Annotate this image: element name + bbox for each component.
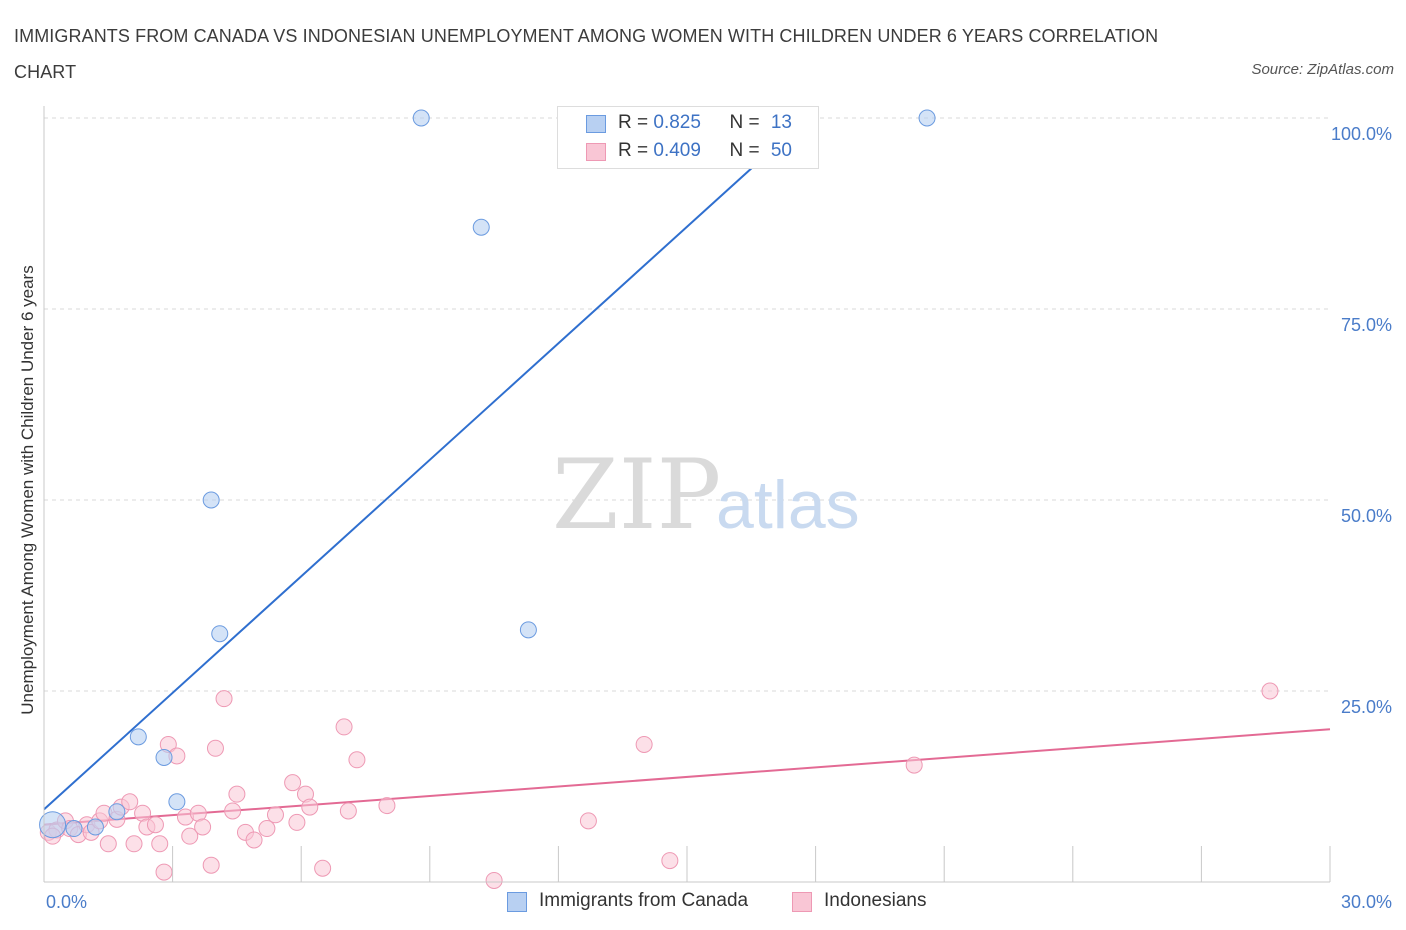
canada-point: [202, 491, 220, 509]
canada-point: [472, 218, 490, 236]
canada-point: [168, 793, 186, 811]
indonesians-point: [348, 751, 366, 769]
canada-point: [412, 109, 430, 127]
indonesians-point: [206, 739, 224, 757]
indonesians-point: [339, 802, 357, 820]
indonesians-point: [378, 797, 396, 815]
canada-point: [65, 820, 83, 838]
canada-point: [108, 803, 126, 821]
indonesians-point: [905, 756, 923, 774]
indonesians-point: [258, 820, 276, 838]
canada-trend-line: [43, 117, 808, 811]
y-tick-label: 25.0%: [1341, 697, 1392, 717]
indonesians-point: [155, 863, 173, 881]
indonesians-point: [146, 816, 164, 834]
bottom-indonesians-swatch: [792, 892, 812, 912]
indonesians-point: [121, 793, 139, 811]
indonesians-point: [224, 802, 242, 820]
legend-n-value: 50: [770, 140, 792, 161]
x-tick-label: 30.0%: [1341, 892, 1392, 912]
y-tick-label: 50.0%: [1341, 506, 1392, 526]
axis-layer: 100.0% 75.0% 50.0% 25.0% 0.0% 30.0%: [43, 106, 1392, 912]
indonesians-trend-line: [43, 728, 1331, 826]
canada-point: [129, 728, 147, 746]
indonesians-point: [99, 835, 117, 853]
bottom-indonesians-label: Indonesians: [824, 890, 927, 911]
indonesians-point: [635, 735, 653, 753]
legend-n-label: N =: [729, 140, 765, 161]
grid-layer: [44, 117, 1330, 692]
legend-r-value: 0.825: [653, 112, 701, 133]
watermark-atlas: atlas: [716, 467, 860, 543]
legend-n-label: N =: [729, 112, 765, 133]
indonesians-point: [1261, 682, 1279, 700]
bottom-canada-swatch: [507, 892, 527, 912]
y-tick-label: 100.0%: [1331, 124, 1392, 144]
indonesians-point: [301, 798, 319, 816]
indonesians-point: [314, 859, 332, 877]
indonesians-point: [335, 718, 353, 736]
canada-point: [39, 811, 67, 839]
indonesians-point: [181, 827, 199, 845]
source-label: Source: ZipAtlas.com: [1251, 61, 1394, 78]
indonesians-point: [151, 835, 169, 853]
canada-point: [211, 625, 229, 643]
indonesians-point: [284, 774, 302, 792]
legend-r-label: R =: [618, 140, 654, 161]
legend-n-value: 13: [770, 112, 792, 133]
indonesians-point: [245, 831, 263, 849]
canada-point: [86, 818, 104, 836]
indonesians-point: [661, 852, 679, 870]
indonesians-point: [266, 806, 284, 824]
canada-swatch: [586, 115, 606, 133]
indonesians-point: [288, 813, 306, 831]
indonesians-point: [202, 856, 220, 874]
indonesians-point: [228, 785, 246, 803]
canada-point: [519, 621, 537, 639]
legend-r-label: R =: [618, 112, 654, 133]
indonesians-swatch: [586, 143, 606, 161]
points-layer: [39, 109, 1279, 889]
legend-r-value: 0.409: [653, 140, 701, 161]
y-tick-label: 75.0%: [1341, 315, 1392, 335]
canada-point: [918, 109, 936, 127]
indonesians-point: [194, 818, 212, 836]
correlation-legend: R = 0.825 N = 13 R = 0.409 N = 50: [557, 106, 819, 169]
indonesians-point: [485, 871, 503, 889]
bottom-canada-label: Immigrants from Canada: [539, 890, 749, 911]
indonesians-point: [215, 690, 233, 708]
canada-point: [155, 748, 173, 766]
indonesians-point: [125, 835, 143, 853]
watermark-zip: ZIP: [552, 439, 721, 551]
x-tick-label: 0.0%: [46, 892, 87, 912]
indonesians-point: [579, 812, 597, 830]
chart-title: IMMIGRANTS FROM CANADA VS INDONESIAN UNE…: [14, 26, 1159, 82]
watermark: ZIP atlas: [552, 439, 860, 551]
